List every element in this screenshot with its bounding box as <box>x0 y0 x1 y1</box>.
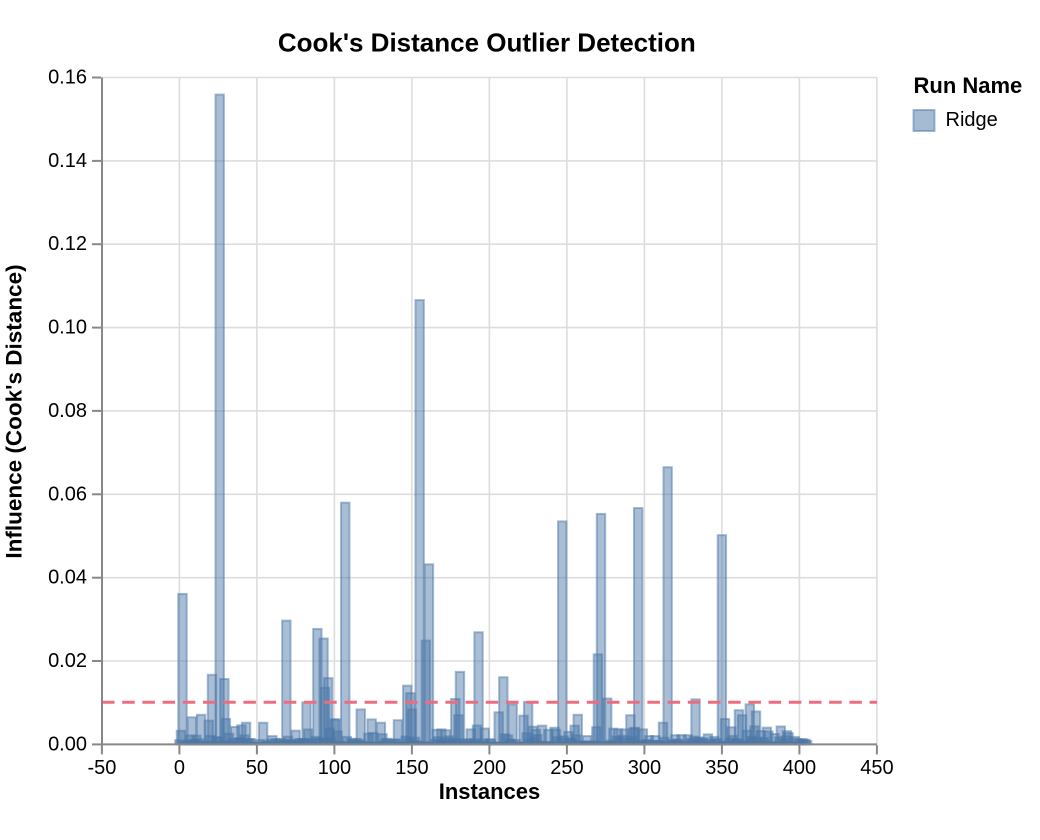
svg-text:Influence (Cook's Distance): Influence (Cook's Distance) <box>2 264 27 558</box>
svg-text:Cook's Distance Outlier Detect: Cook's Distance Outlier Detection <box>278 28 696 58</box>
svg-text:0.02: 0.02 <box>48 650 87 672</box>
svg-text:0.12: 0.12 <box>48 233 87 255</box>
svg-text:0.16: 0.16 <box>48 67 87 89</box>
svg-text:200: 200 <box>473 757 506 779</box>
svg-text:Ridge: Ridge <box>946 109 998 131</box>
svg-text:Instances: Instances <box>439 779 541 804</box>
svg-text:0.14: 0.14 <box>48 150 87 172</box>
svg-text:50: 50 <box>246 757 268 779</box>
svg-text:0.10: 0.10 <box>48 317 87 339</box>
svg-text:-50: -50 <box>87 757 116 779</box>
svg-text:0.08: 0.08 <box>48 400 87 422</box>
svg-text:150: 150 <box>395 757 428 779</box>
svg-text:0: 0 <box>174 757 185 779</box>
svg-text:0.04: 0.04 <box>48 567 87 589</box>
svg-text:250: 250 <box>550 757 583 779</box>
svg-text:0.06: 0.06 <box>48 483 87 505</box>
svg-text:300: 300 <box>628 757 661 779</box>
svg-text:400: 400 <box>783 757 816 779</box>
svg-text:0.00: 0.00 <box>48 733 87 755</box>
svg-text:450: 450 <box>860 757 893 779</box>
svg-text:100: 100 <box>318 757 351 779</box>
svg-text:350: 350 <box>705 757 738 779</box>
svg-text:Run Name: Run Name <box>914 73 1023 98</box>
